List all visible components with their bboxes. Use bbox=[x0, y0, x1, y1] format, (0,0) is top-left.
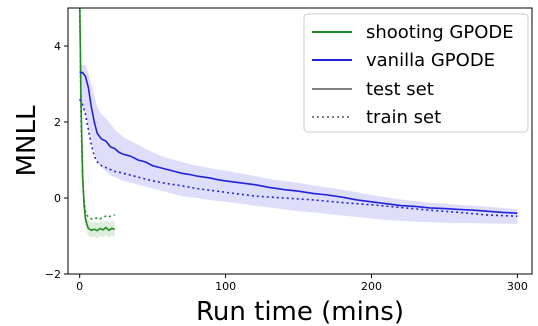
band-vanilla-gpode-test-set bbox=[79, 65, 518, 224]
y-tick-label: −2 bbox=[45, 268, 61, 281]
x-tick-label: 100 bbox=[215, 280, 236, 293]
legend: shooting GPODE vanilla GPODE test set tr… bbox=[303, 13, 529, 133]
uncertainty-bands bbox=[79, 8, 518, 239]
legend-label-train: train set bbox=[366, 107, 441, 128]
line-vanilla-gpode-test-set bbox=[79, 71, 518, 214]
x-tick-label: 0 bbox=[76, 280, 83, 293]
x-axis-ticks: 0 100 200 300 bbox=[76, 274, 528, 293]
y-tick-label: 4 bbox=[54, 40, 61, 53]
y-axis-label: MNLL bbox=[12, 105, 42, 176]
x-tick-label: 200 bbox=[361, 280, 382, 293]
line-vanilla-gpode-train-set bbox=[78, 98, 518, 217]
y-tick-label: 0 bbox=[54, 192, 61, 205]
legend-box bbox=[303, 13, 529, 133]
y-axis-ticks: −2 0 2 4 bbox=[45, 40, 68, 281]
plot-frame bbox=[67, 7, 533, 275]
legend-label-vanilla: vanilla GPODE bbox=[366, 50, 495, 71]
series-lines bbox=[78, 8, 518, 232]
legend-label-test: test set bbox=[366, 79, 434, 100]
x-tick-label: 300 bbox=[507, 280, 528, 293]
x-axis-label: Run time (mins) bbox=[196, 297, 404, 326]
line-shooting-gpode-train-set bbox=[78, 8, 115, 220]
legend-label-shooting: shooting GPODE bbox=[366, 22, 514, 43]
y-tick-label: 2 bbox=[54, 116, 61, 129]
